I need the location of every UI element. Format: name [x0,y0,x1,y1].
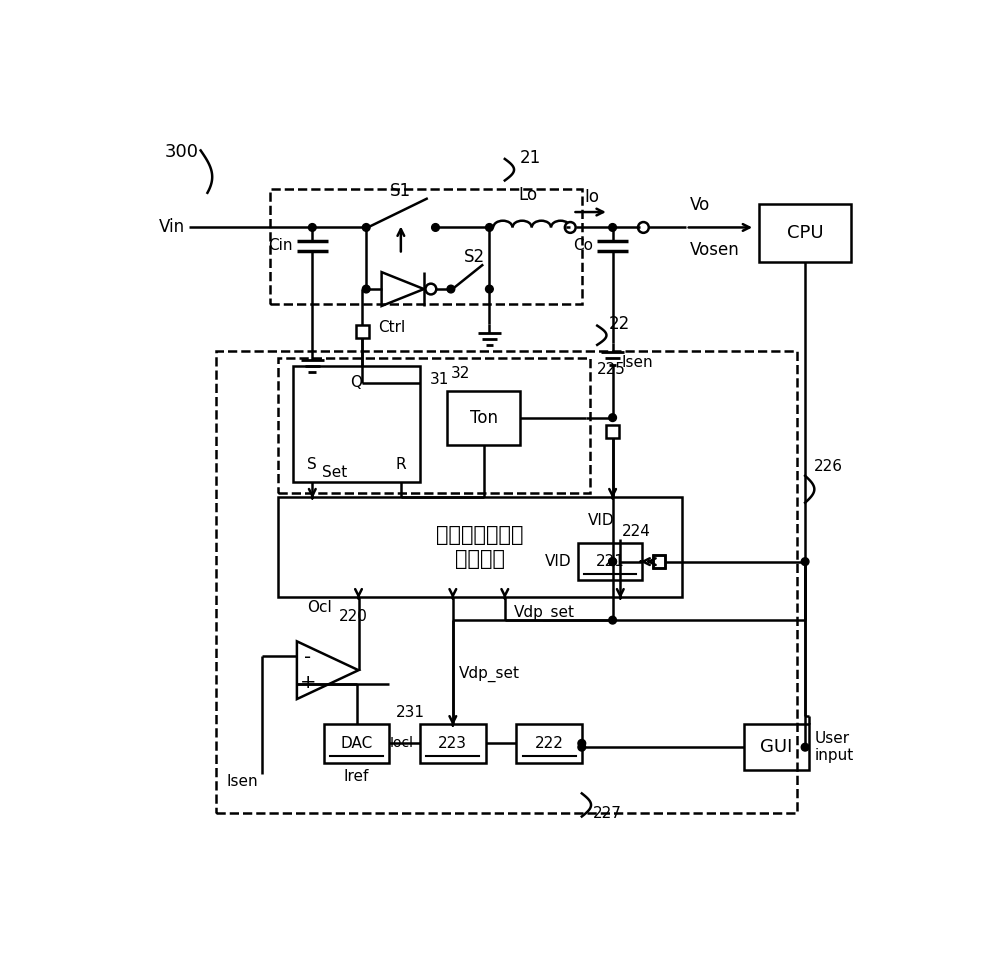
Text: Ton: Ton [470,408,498,427]
Text: Co: Co [573,238,593,254]
Text: Iocl: Iocl [390,736,414,751]
Text: 21: 21 [520,150,541,167]
Bar [278,497,682,597]
Text: 227: 227 [593,807,622,821]
Circle shape [432,224,439,232]
Bar [653,556,665,567]
Text: User
input: User input [815,731,854,763]
Circle shape [609,414,616,422]
Text: DAC: DAC [340,736,373,751]
Text: Lo: Lo [518,186,537,205]
Text: 223: 223 [438,736,467,751]
Text: S2: S2 [463,248,485,266]
Circle shape [638,222,649,233]
Circle shape [801,743,809,751]
Text: S1: S1 [390,182,411,201]
Text: 225: 225 [597,362,626,377]
Bar [278,358,590,493]
Bar [578,543,642,580]
Text: 自适应电压定位
控制电路: 自适应电压定位 控制电路 [436,525,524,568]
Circle shape [565,222,576,233]
Text: Vo: Vo [690,196,710,213]
Circle shape [486,286,493,293]
Circle shape [362,224,370,232]
Circle shape [578,739,586,747]
Text: VID: VID [545,554,572,569]
Bar [744,724,809,770]
Text: 221: 221 [595,554,624,569]
Circle shape [447,286,455,293]
Text: 220: 220 [339,609,368,624]
Text: 31: 31 [429,372,449,387]
Text: VID: VID [588,512,614,528]
Bar [270,189,582,304]
Text: Vdp_set: Vdp_set [514,604,575,620]
Text: 224: 224 [622,524,651,539]
Text: 222: 222 [535,736,564,751]
Text: 22: 22 [609,315,630,333]
Circle shape [308,224,316,232]
Bar [653,556,665,567]
Text: -: - [304,648,311,668]
Bar [447,391,520,445]
Text: R: R [396,457,406,472]
Text: +: + [299,673,316,692]
Circle shape [578,743,586,751]
Text: Iref: Iref [344,769,369,784]
Bar [356,325,369,338]
Text: S: S [307,457,317,472]
Circle shape [609,617,616,624]
Text: Vin: Vin [159,218,185,236]
Text: Vdp_set: Vdp_set [459,666,520,682]
Text: Set: Set [322,465,347,480]
Bar [606,426,619,438]
Text: Ctrl: Ctrl [378,320,405,335]
Text: Io: Io [584,188,599,206]
Text: Ocl: Ocl [308,600,332,615]
Text: Vosen: Vosen [690,241,739,260]
Text: Isen: Isen [622,355,653,370]
Circle shape [362,286,370,293]
Circle shape [425,284,436,294]
Text: Cin: Cin [269,238,293,254]
Text: CPU: CPU [787,224,823,242]
Circle shape [486,224,493,232]
Bar [293,366,420,482]
Text: 231: 231 [395,705,424,720]
Circle shape [801,558,809,565]
Circle shape [609,558,616,565]
Bar [324,724,389,762]
Bar [420,724,486,762]
Text: Q: Q [351,375,363,391]
Circle shape [609,558,616,565]
Circle shape [609,224,616,232]
Text: 32: 32 [451,367,470,381]
Bar [759,205,851,262]
Text: 300: 300 [164,143,198,161]
Text: GUI: GUI [760,738,792,757]
Bar [516,724,582,762]
Text: 226: 226 [814,458,843,474]
Bar [216,350,797,813]
Text: Isen: Isen [227,774,258,789]
